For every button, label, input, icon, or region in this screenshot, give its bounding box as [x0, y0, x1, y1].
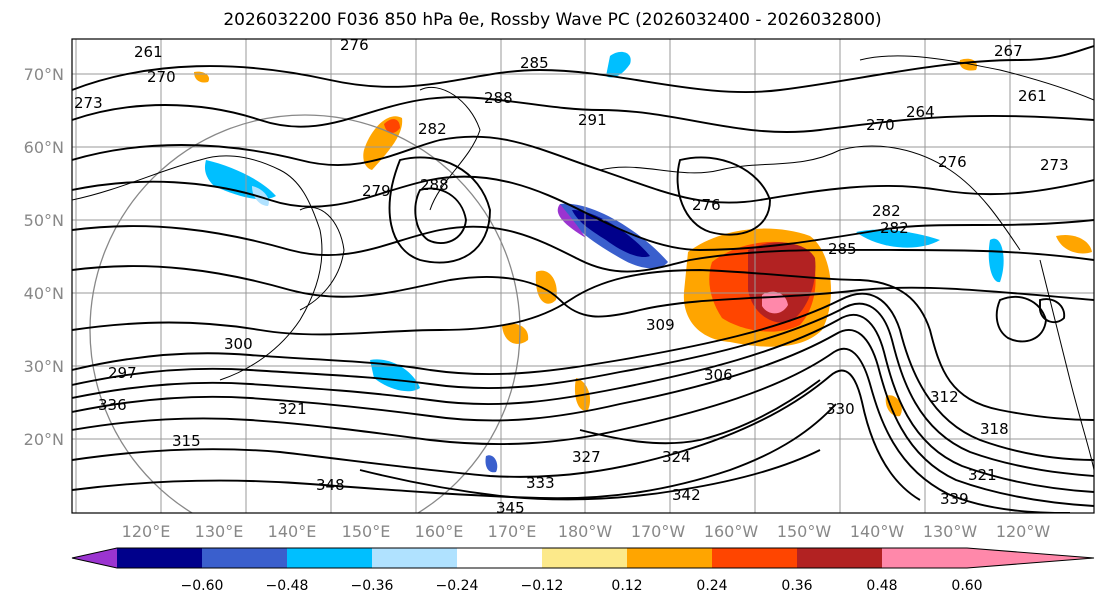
longitude-labels: 120°E 130°E 140°E 150°E 160°E 170°E 180°… — [122, 522, 1051, 541]
lon-label: 130°E — [195, 522, 244, 541]
map-field: 261 270 273 276 285 288 291 282 276 270 … — [72, 36, 1094, 517]
contour-label: 312 — [930, 388, 959, 406]
contour-label: 270 — [147, 68, 176, 86]
colorbar-segment — [202, 548, 287, 568]
lon-label: 160°W — [704, 522, 759, 541]
contour-label: 309 — [646, 316, 675, 334]
lon-label: 150°W — [777, 522, 832, 541]
contour-label: 321 — [968, 466, 997, 484]
colorbar-tick: 0.12 — [611, 578, 642, 594]
contour-label: 315 — [172, 432, 201, 450]
contour-label: 282 — [872, 202, 901, 220]
contour-label: 330 — [826, 400, 855, 418]
lon-label: 170°W — [631, 522, 686, 541]
colorbar-tick: 0.36 — [781, 578, 812, 594]
lon-label: 180°W — [558, 522, 613, 541]
colorbar-segment — [457, 548, 542, 568]
lat-label: 40°N — [24, 284, 64, 303]
colorbar-segment — [627, 548, 712, 568]
colorbar-tick: 0.48 — [866, 578, 897, 594]
colorbar-segment — [797, 548, 882, 568]
contour-label: 285 — [828, 240, 857, 258]
colorbar-extend-min — [72, 548, 117, 568]
range-ring — [89, 114, 521, 513]
contour-label: 285 — [520, 54, 549, 72]
map-frame — [71, 38, 1095, 514]
colorbar-tick: 0.24 — [696, 578, 727, 594]
contour-label: 342 — [672, 486, 701, 504]
lon-label: 150°E — [342, 522, 391, 541]
contour-label: 276 — [340, 36, 369, 54]
latitude-labels: 70°N 60°N 50°N 40°N 30°N 20°N — [24, 65, 64, 449]
lat-label: 30°N — [24, 357, 64, 376]
colorbar-segment — [542, 548, 627, 568]
figure-title: 2026032200 F036 850 hPa θe, Rossby Wave … — [223, 10, 882, 30]
contour-label: 348 — [316, 476, 345, 494]
contour-label: 279 — [362, 182, 391, 200]
contour-label: 276 — [692, 196, 721, 214]
lat-label: 20°N — [24, 430, 64, 449]
contour-label: 291 — [578, 111, 607, 129]
colorbar-tick: 0.60 — [951, 578, 982, 594]
colorbar-segment — [117, 548, 202, 568]
contour-label: 321 — [278, 400, 307, 418]
contour-label: 336 — [98, 396, 127, 414]
contour-label: 288 — [420, 176, 449, 194]
lon-label: 120°W — [996, 522, 1051, 541]
contour-label: 288 — [484, 89, 513, 107]
contour-label: 300 — [224, 335, 253, 353]
lon-label: 160°E — [415, 522, 464, 541]
contour-label: 270 — [866, 116, 895, 134]
colorbar-segment — [287, 548, 372, 568]
colorbar: −0.60 −0.48 −0.36 −0.24 −0.12 0.12 0.24 … — [71, 547, 1095, 594]
colorbar-extend-max — [967, 548, 1094, 568]
colorbar-tick: −0.60 — [181, 578, 224, 594]
contour-label: 324 — [662, 448, 691, 466]
theta-e-contours — [72, 45, 1094, 513]
colorbar-tick: −0.36 — [351, 578, 394, 594]
contour-label: 267 — [994, 42, 1023, 60]
contour-label: 318 — [980, 420, 1009, 438]
contour-label: 261 — [134, 43, 163, 61]
contour-label: 327 — [572, 448, 601, 466]
lon-label: 120°E — [122, 522, 171, 541]
contour-label: 273 — [1040, 156, 1069, 174]
lat-label: 50°N — [24, 211, 64, 230]
contour-label: 345 — [496, 499, 525, 517]
lon-label: 140°E — [268, 522, 317, 541]
contour-label: 276 — [938, 153, 967, 171]
contour-label: 297 — [108, 364, 137, 382]
colorbar-segment — [882, 548, 967, 568]
lon-label: 130°W — [923, 522, 978, 541]
colorbar-tick: −0.48 — [266, 578, 309, 594]
lon-label: 170°E — [488, 522, 537, 541]
lat-label: 70°N — [24, 65, 64, 84]
contour-label: 282 — [880, 219, 909, 237]
colorbar-segment — [712, 548, 797, 568]
colorbar-tick: −0.12 — [521, 578, 564, 594]
contour-labels: 261 270 273 276 285 288 291 282 276 270 … — [74, 36, 1069, 517]
contour-label: 264 — [906, 103, 935, 121]
contour-label: 282 — [418, 120, 447, 138]
contour-label: 273 — [74, 94, 103, 112]
colorbar-segment — [372, 548, 457, 568]
contour-label: 306 — [704, 366, 733, 384]
colorbar-tick: −0.24 — [436, 578, 479, 594]
lat-label: 60°N — [24, 138, 64, 157]
lon-label: 140°W — [850, 522, 905, 541]
contour-label: 339 — [940, 490, 969, 508]
contour-label: 333 — [526, 474, 555, 492]
contour-label: 261 — [1018, 87, 1047, 105]
anomaly-shading — [194, 51, 1092, 473]
